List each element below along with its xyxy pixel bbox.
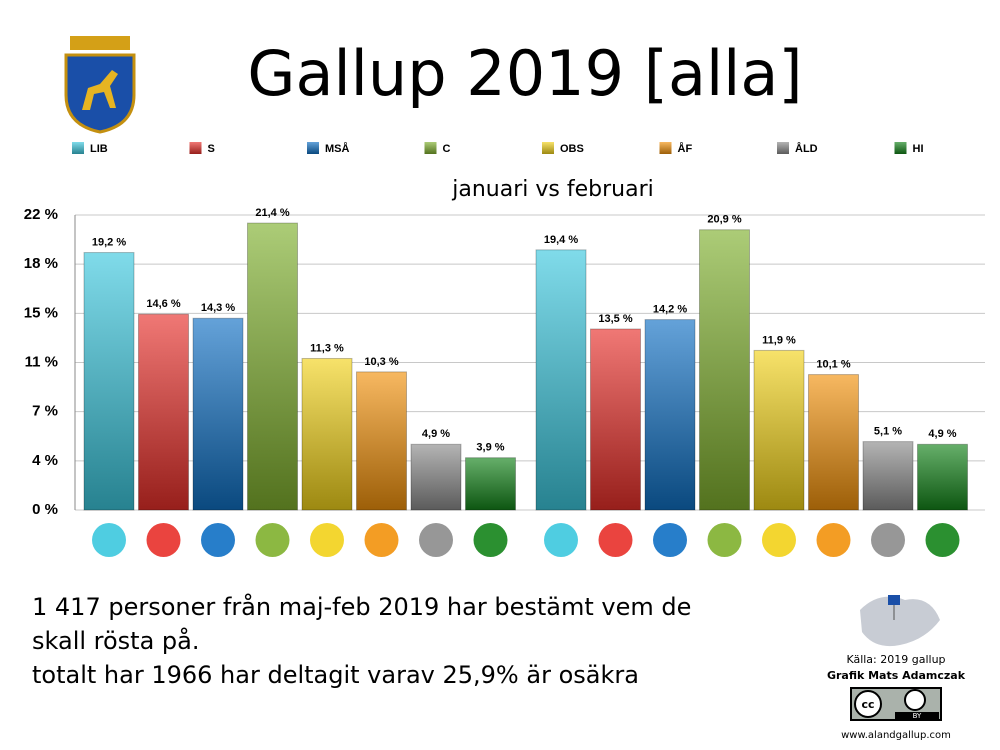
bar	[862, 441, 914, 511]
party-icon	[201, 523, 235, 557]
bar	[138, 313, 189, 511]
value-label: 14,6 %	[146, 298, 180, 310]
bar	[83, 252, 135, 511]
value-label: 19,4 %	[544, 234, 578, 246]
value-label: 10,3 %	[364, 356, 398, 368]
license-mark: cc	[861, 698, 874, 711]
legend-swatch	[189, 142, 202, 154]
y-tick-label: 18 %	[24, 255, 58, 272]
bar	[410, 443, 462, 511]
legend-label: LIB	[90, 143, 108, 155]
coat-of-arms	[64, 36, 136, 134]
bar	[590, 328, 641, 511]
credit: Grafik Mats Adamczak	[827, 669, 966, 682]
footnote-line: skall rösta på.	[32, 626, 200, 655]
y-tick-label: 4 %	[32, 452, 58, 469]
value-label: 21,4 %	[255, 207, 289, 219]
value-label: 10,1 %	[816, 358, 850, 370]
party-icon	[925, 523, 960, 557]
legend-label: OBS	[560, 143, 584, 155]
legend-label: ÅF	[678, 142, 693, 155]
value-label: 4,9 %	[422, 428, 450, 440]
bar	[535, 249, 587, 511]
bar	[356, 371, 407, 511]
value-label: 20,9 %	[707, 214, 741, 226]
bar	[808, 374, 859, 511]
party-icon	[92, 523, 126, 557]
footnote-line: 1 417 personer från maj-feb 2019 har bes…	[32, 592, 691, 621]
bar	[465, 457, 516, 511]
map-icon	[860, 595, 940, 647]
bar	[699, 229, 750, 511]
legend-label: MSÅ	[325, 142, 350, 155]
value-label: 11,9 %	[762, 334, 796, 346]
value-label: 5,1 %	[874, 426, 902, 438]
y-tick-label: 22 %	[24, 206, 58, 223]
value-label: 13,5 %	[598, 313, 632, 325]
party-icon	[473, 523, 508, 557]
legend-swatch	[542, 142, 554, 154]
bar	[301, 357, 353, 511]
party-icon	[816, 523, 851, 557]
legend-label: HI	[913, 143, 924, 155]
footnote: 1 417 personer från maj-feb 2019 har bes…	[32, 592, 691, 689]
party-icon	[707, 523, 742, 557]
legend-label: ÅLD	[795, 142, 818, 155]
bar	[644, 319, 696, 511]
chart-subtitle: januari vs februari	[451, 177, 653, 202]
legend-label: S	[208, 143, 215, 155]
party-icon	[364, 523, 399, 557]
bar	[753, 349, 805, 511]
website: www.alandgallup.com	[841, 730, 951, 741]
value-label: 4,9 %	[928, 428, 956, 440]
bar	[247, 222, 298, 511]
value-label: 3,9 %	[476, 442, 504, 454]
party-icon	[653, 523, 687, 557]
party-icon	[598, 523, 633, 557]
license-badge	[850, 687, 942, 721]
y-tick-label: 11 %	[25, 353, 58, 370]
bar	[917, 443, 968, 511]
party-icon	[871, 523, 905, 557]
license: BY	[913, 712, 922, 720]
party-icon	[544, 523, 578, 557]
y-tick-label: 15 %	[24, 304, 58, 321]
party-icon	[146, 523, 181, 557]
value-label: 14,3 %	[201, 302, 235, 314]
legend-swatch	[72, 142, 84, 154]
source: Källa: 2019 gallup	[846, 653, 945, 666]
party-icon	[310, 523, 344, 557]
legend-swatch	[659, 142, 672, 154]
legend-label: C	[443, 143, 451, 155]
legend-swatch	[424, 142, 437, 154]
party-icon	[255, 523, 290, 557]
party-icon	[762, 523, 796, 557]
value-label: 11,3 %	[310, 342, 344, 354]
value-label: 14,2 %	[653, 303, 687, 315]
footnote-line: totalt har 1966 har deltagit varav 25,9%…	[32, 661, 639, 689]
legend-swatch	[777, 142, 789, 154]
y-tick-label: 7 %	[32, 403, 58, 420]
y-tick-label: 0 %	[32, 501, 58, 518]
chart-title: Gallup 2019 [alla]	[247, 37, 802, 110]
bar	[192, 317, 244, 511]
value-label: 19,2 %	[92, 236, 126, 248]
legend-swatch	[894, 142, 907, 154]
legend-swatch	[307, 142, 319, 154]
party-icon	[419, 523, 453, 557]
